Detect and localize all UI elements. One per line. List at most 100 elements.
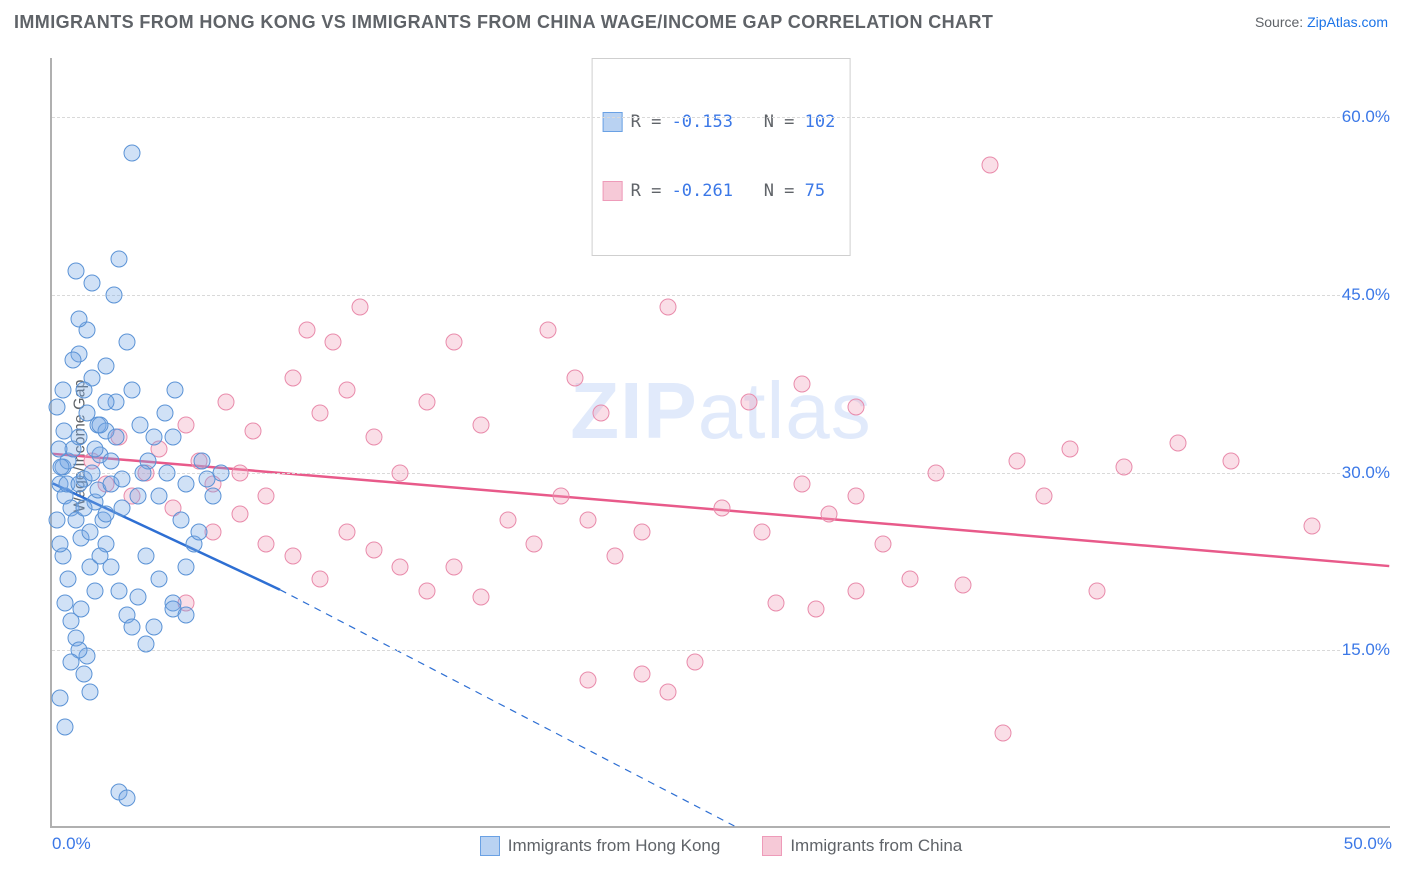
data-point-hk	[73, 600, 90, 617]
data-point-hk	[113, 470, 130, 487]
data-point-cn	[338, 381, 355, 398]
gridline	[52, 295, 1390, 296]
data-point-hk	[65, 352, 82, 369]
data-point-hk	[56, 423, 73, 440]
data-point-hk	[137, 547, 154, 564]
data-point-cn	[995, 725, 1012, 742]
data-point-cn	[218, 393, 235, 410]
watermark-zip: ZIP	[570, 366, 697, 455]
data-point-cn	[848, 399, 865, 416]
data-point-hk	[84, 464, 101, 481]
data-point-hk	[119, 334, 136, 351]
data-point-hk	[92, 417, 109, 434]
data-point-hk	[151, 571, 168, 588]
data-point-cn	[580, 671, 597, 688]
data-point-cn	[446, 559, 463, 576]
source-label: Source:	[1255, 14, 1307, 30]
data-point-hk	[178, 559, 195, 576]
series-legend: Immigrants from Hong Kong Immigrants fro…	[52, 836, 1390, 856]
data-point-cn	[258, 488, 275, 505]
data-point-hk	[124, 618, 141, 635]
data-point-hk	[111, 583, 128, 600]
data-point-hk	[167, 381, 184, 398]
data-point-cn	[1062, 440, 1079, 457]
y-tick-label: 30.0%	[1342, 463, 1394, 483]
data-point-cn	[714, 500, 731, 517]
data-point-cn	[982, 156, 999, 173]
data-point-cn	[419, 583, 436, 600]
data-point-cn	[807, 600, 824, 617]
data-point-cn	[285, 547, 302, 564]
data-point-hk	[145, 618, 162, 635]
data-point-cn	[794, 375, 811, 392]
data-point-cn	[1303, 517, 1320, 534]
data-point-hk	[156, 405, 173, 422]
data-point-hk	[97, 358, 114, 375]
data-point-hk	[76, 666, 93, 683]
data-point-hk	[178, 606, 195, 623]
data-point-cn	[392, 464, 409, 481]
data-point-cn	[566, 369, 583, 386]
data-point-cn	[955, 577, 972, 594]
legend-text-hk: R = -0.153 N = 102	[631, 111, 836, 134]
data-point-hk	[164, 429, 181, 446]
n-value-hk: 102	[805, 112, 836, 132]
legend-label-cn: Immigrants from China	[790, 836, 962, 856]
r-value-hk: -0.153	[672, 112, 733, 132]
data-point-cn	[231, 506, 248, 523]
data-point-hk	[105, 286, 122, 303]
data-point-cn	[553, 488, 570, 505]
data-point-cn	[312, 571, 329, 588]
data-point-cn	[1089, 583, 1106, 600]
trend-line	[280, 590, 734, 826]
source-link[interactable]: ZipAtlas.com	[1307, 14, 1388, 30]
data-point-hk	[81, 523, 98, 540]
legend-text-cn: R = -0.261 N = 75	[631, 180, 826, 203]
swatch-hk	[480, 836, 500, 856]
swatch-cn	[603, 181, 623, 201]
gridline	[52, 650, 1390, 651]
source-credit: Source: ZipAtlas.com	[1255, 14, 1388, 30]
data-point-cn	[178, 417, 195, 434]
data-point-cn	[754, 523, 771, 540]
legend-label-hk: Immigrants from Hong Kong	[508, 836, 721, 856]
data-point-cn	[633, 666, 650, 683]
data-point-cn	[821, 506, 838, 523]
data-point-cn	[874, 535, 891, 552]
data-point-cn	[767, 594, 784, 611]
data-point-cn	[419, 393, 436, 410]
data-point-cn	[848, 583, 865, 600]
gridline	[52, 117, 1390, 118]
y-tick-label: 15.0%	[1342, 640, 1394, 660]
data-point-hk	[97, 506, 114, 523]
data-point-hk	[70, 476, 87, 493]
data-point-hk	[49, 512, 66, 529]
data-point-hk	[86, 583, 103, 600]
plot-area: ZIPatlas R = -0.153 N = 102 R = -0.261 N…	[50, 58, 1390, 828]
data-point-cn	[740, 393, 757, 410]
data-point-hk	[159, 464, 176, 481]
data-point-hk	[54, 381, 71, 398]
data-point-hk	[70, 310, 87, 327]
r-value-cn: -0.261	[672, 181, 733, 201]
chart-title: IMMIGRANTS FROM HONG KONG VS IMMIGRANTS …	[14, 12, 993, 33]
data-point-hk	[199, 470, 216, 487]
legend-row-hk: R = -0.153 N = 102	[603, 111, 836, 134]
data-point-cn	[1035, 488, 1052, 505]
data-point-hk	[129, 488, 146, 505]
y-tick-label: 60.0%	[1342, 107, 1394, 127]
data-point-hk	[135, 464, 152, 481]
data-point-hk	[124, 144, 141, 161]
data-point-cn	[1169, 435, 1186, 452]
data-point-hk	[137, 636, 154, 653]
data-point-hk	[129, 589, 146, 606]
data-point-cn	[660, 683, 677, 700]
data-point-cn	[352, 298, 369, 315]
watermark: ZIPatlas	[570, 365, 871, 457]
data-point-cn	[446, 334, 463, 351]
watermark-atlas: atlas	[698, 366, 872, 455]
data-point-hk	[84, 275, 101, 292]
data-point-hk	[68, 263, 85, 280]
r-label: R =	[631, 112, 672, 132]
legend-row-cn: R = -0.261 N = 75	[603, 180, 836, 203]
